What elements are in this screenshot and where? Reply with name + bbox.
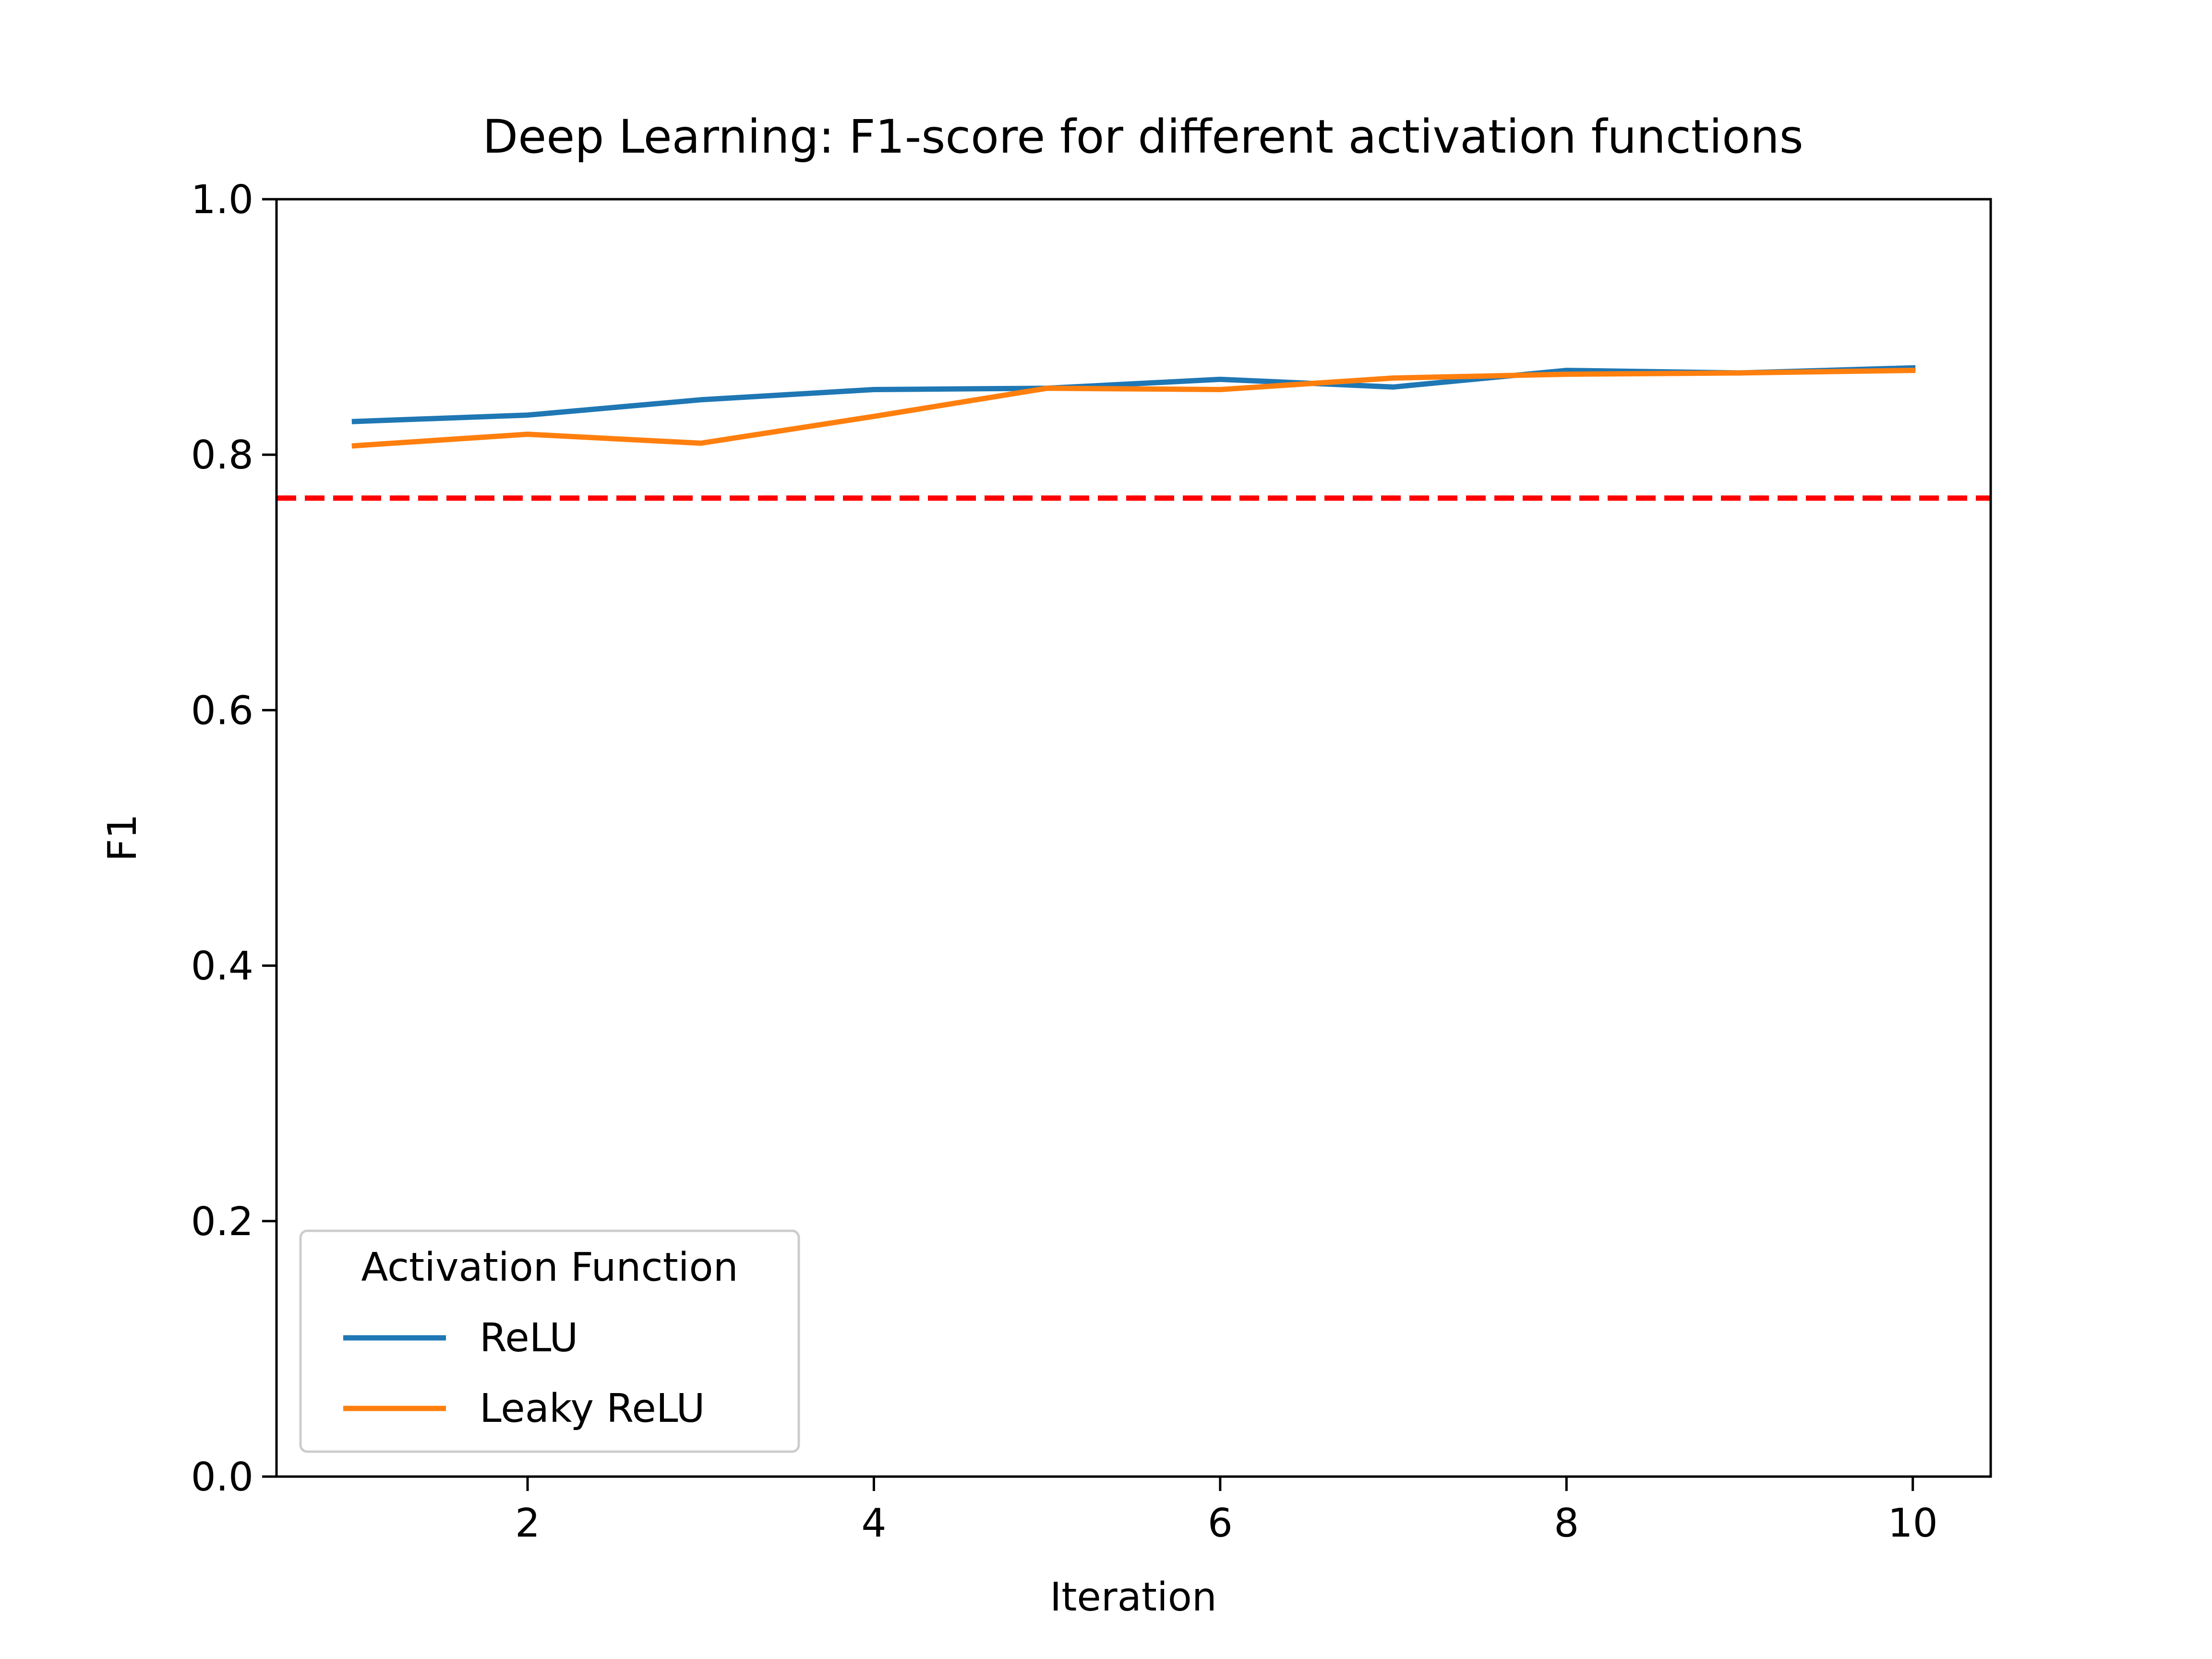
plot-frame <box>275 198 1992 1478</box>
y-tick-label: 0.4 <box>191 944 253 989</box>
x-axis: 2 4 6 8 10 <box>515 1477 1938 1546</box>
y-tick-label: 0.6 <box>191 688 253 733</box>
chart-title: Deep Learning: F1-score for different ac… <box>482 110 1803 164</box>
y-tick-label: 0.8 <box>191 433 253 478</box>
legend-label-leaky-relu: Leaky ReLU <box>480 1386 705 1431</box>
x-tick-label: 6 <box>1208 1501 1233 1546</box>
legend-box <box>299 1229 800 1453</box>
series-line-leaky-relu <box>351 368 1916 449</box>
x-tick-label: 8 <box>1554 1501 1579 1546</box>
x-tick-label: 2 <box>515 1501 540 1546</box>
y-axis: 0.0 0.2 0.4 0.6 0.8 1.0 <box>191 177 276 1500</box>
legend-label-relu: ReLU <box>480 1315 578 1361</box>
x-tick-label: 4 <box>861 1501 886 1546</box>
series-lines <box>351 365 1916 449</box>
x-tick-label: 10 <box>1888 1501 1938 1546</box>
x-axis-label: Iteration <box>1050 1575 1217 1620</box>
legend: Activation Function ReLU Leaky ReLU <box>299 1229 800 1453</box>
legend-title: Activation Function <box>361 1245 738 1290</box>
y-axis-label: F1 <box>100 814 145 861</box>
y-tick-label: 0.0 <box>191 1455 253 1500</box>
y-tick-label: 1.0 <box>191 177 253 223</box>
y-tick-label: 0.2 <box>191 1199 253 1245</box>
